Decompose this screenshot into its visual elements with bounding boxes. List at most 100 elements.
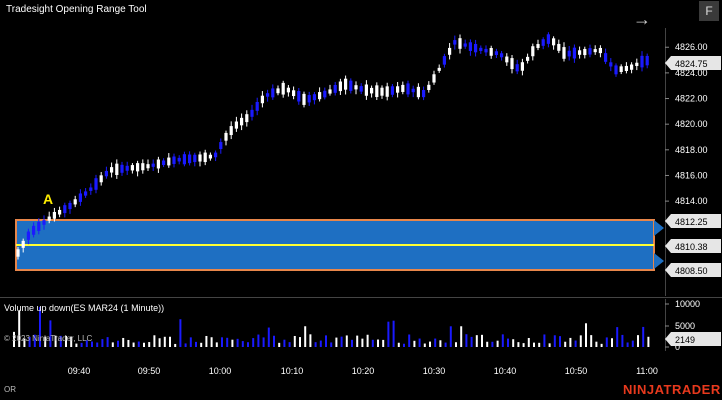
volume-bar (621, 334, 624, 347)
volume-bar (626, 342, 629, 347)
volume-bar (330, 342, 333, 347)
volume-bar (299, 337, 301, 347)
volume-bar (569, 337, 572, 347)
volume-bar (132, 342, 135, 347)
volume-bar (148, 342, 151, 347)
current-price-label: 4824.75 (675, 59, 708, 69)
candle-body (510, 58, 514, 70)
volume-bar (423, 343, 426, 347)
time-tick-label: 10:20 (351, 366, 375, 376)
candle-body (260, 95, 264, 104)
candle-body (380, 87, 384, 96)
volume-bar (210, 337, 213, 347)
volume-axis[interactable]: 10000 5000 0 2149 (665, 299, 722, 351)
candle-body (16, 249, 20, 257)
candle-body (245, 114, 249, 123)
price-axis[interactable]: 4826.00 4824.00 4822.00 4820.00 4818.00 4816.… (665, 28, 722, 296)
candle-body (42, 220, 46, 225)
volume-bar (169, 336, 171, 347)
candles-group (16, 32, 649, 260)
price-tick-label: 4826.00 (675, 42, 708, 52)
candle-body (68, 202, 72, 210)
candle-body (125, 165, 129, 171)
panel-divider[interactable] (0, 297, 722, 298)
candle-body (78, 193, 82, 202)
candle-body (156, 159, 160, 169)
volume-bar (85, 340, 88, 347)
time-tick-label: 09:50 (137, 366, 161, 376)
price-tick-label: 4822.00 (675, 94, 708, 104)
candle-body (104, 170, 108, 177)
arrow-right-icon[interactable]: → (633, 9, 651, 29)
volume-bar (392, 320, 395, 347)
volume-bar (54, 335, 57, 347)
candle-body (214, 152, 218, 158)
candle-body (312, 94, 316, 101)
range-low-label: 4808.50 (675, 266, 708, 276)
volume-chart[interactable] (0, 299, 664, 351)
candle-body (645, 55, 649, 66)
candle-body (32, 225, 36, 235)
candle-body (515, 64, 519, 72)
volume-bar (413, 340, 416, 347)
volume-bar (189, 337, 192, 347)
volume-bar (247, 342, 249, 347)
volume-bar (366, 334, 369, 347)
candle-body (505, 56, 509, 63)
volume-bar (475, 335, 478, 347)
volume-bar (80, 342, 83, 347)
volume-bar (106, 337, 109, 347)
volume-bar (611, 338, 613, 347)
volume-bar (616, 327, 619, 347)
volume-bar (564, 341, 567, 347)
volume-bar (101, 339, 104, 347)
candle-body (630, 64, 634, 70)
range-mid-label: 4810.38 (675, 242, 708, 252)
volume-bar (403, 343, 405, 347)
candle-body (458, 38, 462, 49)
candle-body (364, 84, 368, 96)
candle-body (494, 51, 498, 56)
volume-bar (553, 335, 556, 347)
time-tick-label: 10:40 (493, 366, 517, 376)
candle-body (63, 205, 67, 214)
volume-bar (637, 335, 639, 347)
candle-body (52, 211, 56, 219)
candle-body (151, 163, 155, 167)
volume-bar (158, 338, 161, 347)
candle-body (130, 165, 134, 171)
candle-body (323, 90, 327, 98)
candle-body (307, 95, 311, 103)
candle-body (526, 56, 530, 61)
candle-body (177, 157, 181, 162)
volume-bar (455, 342, 457, 347)
candle-body (427, 84, 431, 91)
price-chart[interactable]: A (0, 28, 664, 296)
candle-body (614, 65, 618, 75)
fullscreen-button[interactable]: F (699, 1, 719, 21)
candle-body (141, 163, 145, 171)
range-mid-marker: 4810.38 (665, 239, 721, 253)
candle-body (286, 87, 290, 93)
volume-bar (33, 334, 36, 347)
candle-body (333, 84, 337, 93)
volume-bar (44, 336, 47, 347)
volume-bar (371, 339, 374, 347)
volume-bar (75, 343, 78, 347)
volume-bar (538, 342, 541, 347)
vol-tick-0: 0 (675, 342, 680, 351)
volume-bar (486, 341, 489, 347)
volume-bar (439, 340, 442, 347)
volume-bar (595, 341, 598, 347)
candle-body (474, 43, 478, 53)
candle-body (276, 88, 280, 94)
range-arrow-top (654, 220, 664, 236)
candle-body (120, 164, 124, 173)
volume-bar (590, 335, 593, 347)
candle-body (557, 43, 561, 51)
volume-bar (408, 334, 411, 347)
volume-bar (382, 339, 385, 347)
candle-body (234, 121, 238, 129)
vol-tick-10000: 10000 (675, 299, 700, 309)
volume-bar (252, 338, 255, 347)
